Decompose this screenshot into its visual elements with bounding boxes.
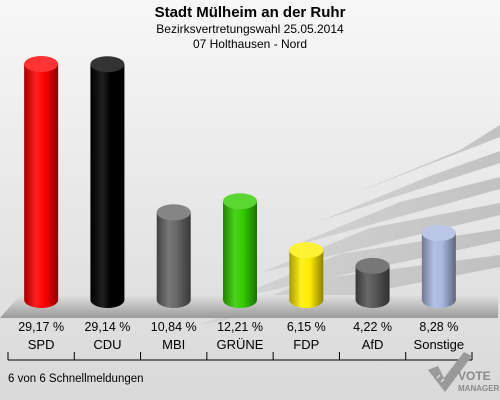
category-label-afd: AfD bbox=[362, 337, 384, 352]
value-label-sonstige: 8,28 % bbox=[419, 320, 458, 334]
vote-manager-logo: VOTE MANAGER bbox=[428, 352, 500, 393]
value-label-fdp: 6,15 % bbox=[287, 320, 326, 334]
bar-body bbox=[24, 64, 59, 308]
category-label-gr-ne: GRÜNE bbox=[217, 337, 264, 352]
bar-spd bbox=[24, 56, 59, 308]
bar-body bbox=[421, 233, 456, 308]
bar-top bbox=[223, 193, 257, 210]
bar-sonstige bbox=[421, 225, 456, 308]
bar-body bbox=[355, 265, 390, 308]
value-label-gr-ne: 12,21 % bbox=[217, 320, 263, 334]
bar-body bbox=[223, 201, 257, 308]
value-label-afd: 4,22 % bbox=[353, 320, 392, 334]
bar-top bbox=[289, 242, 324, 259]
value-labels-group: 29,17 % 29,14 % 10,84 % 12,21 % 6,15 % 4,22 %… bbox=[18, 320, 458, 334]
chart-subtitle-election: Bezirksvertretungswahl 25.05.2014 bbox=[156, 22, 344, 36]
chart-subtitle-district: 07 Holthausen - Nord bbox=[193, 37, 307, 51]
checkmark-icon bbox=[428, 352, 472, 392]
bar-body bbox=[156, 212, 191, 308]
category-labels-group: SPD CDU MBI GRÜNE FDP AfD Sonstige bbox=[28, 337, 464, 352]
background-stripe bbox=[320, 151, 500, 221]
bar-body bbox=[289, 250, 324, 308]
bar-top bbox=[24, 56, 59, 72]
logo-manager-text: MANAGER bbox=[458, 384, 500, 393]
bar-top bbox=[421, 225, 456, 242]
value-label-spd: 29,17 % bbox=[18, 320, 64, 334]
bar-top bbox=[90, 56, 125, 73]
bar-fdp bbox=[289, 242, 324, 308]
background-stripe bbox=[290, 177, 500, 247]
logo-vote-text: VOTE bbox=[458, 369, 491, 383]
value-label-mbi: 10,84 % bbox=[151, 320, 197, 334]
bar-body bbox=[90, 64, 125, 309]
chart-title: Stadt Mülheim an der Ruhr bbox=[155, 4, 346, 21]
bar-afd bbox=[355, 257, 390, 308]
bar-top bbox=[156, 204, 191, 221]
bar-cdu bbox=[90, 56, 125, 309]
bar-gr-ne bbox=[223, 193, 257, 308]
category-label-fdp: FDP bbox=[293, 337, 319, 352]
status-text: 6 von 6 Schnellmeldungen bbox=[8, 373, 144, 385]
category-label-mbi: MBI bbox=[162, 337, 185, 352]
category-label-sonstige: Sonstige bbox=[414, 337, 465, 352]
category-label-spd: SPD bbox=[28, 337, 55, 352]
bar-top bbox=[355, 257, 390, 274]
value-label-cdu: 29,14 % bbox=[84, 320, 130, 334]
bars-group bbox=[24, 56, 456, 309]
category-ticks-group bbox=[7, 352, 473, 360]
bar-mbi bbox=[156, 204, 191, 308]
category-label-cdu: CDU bbox=[93, 337, 121, 352]
